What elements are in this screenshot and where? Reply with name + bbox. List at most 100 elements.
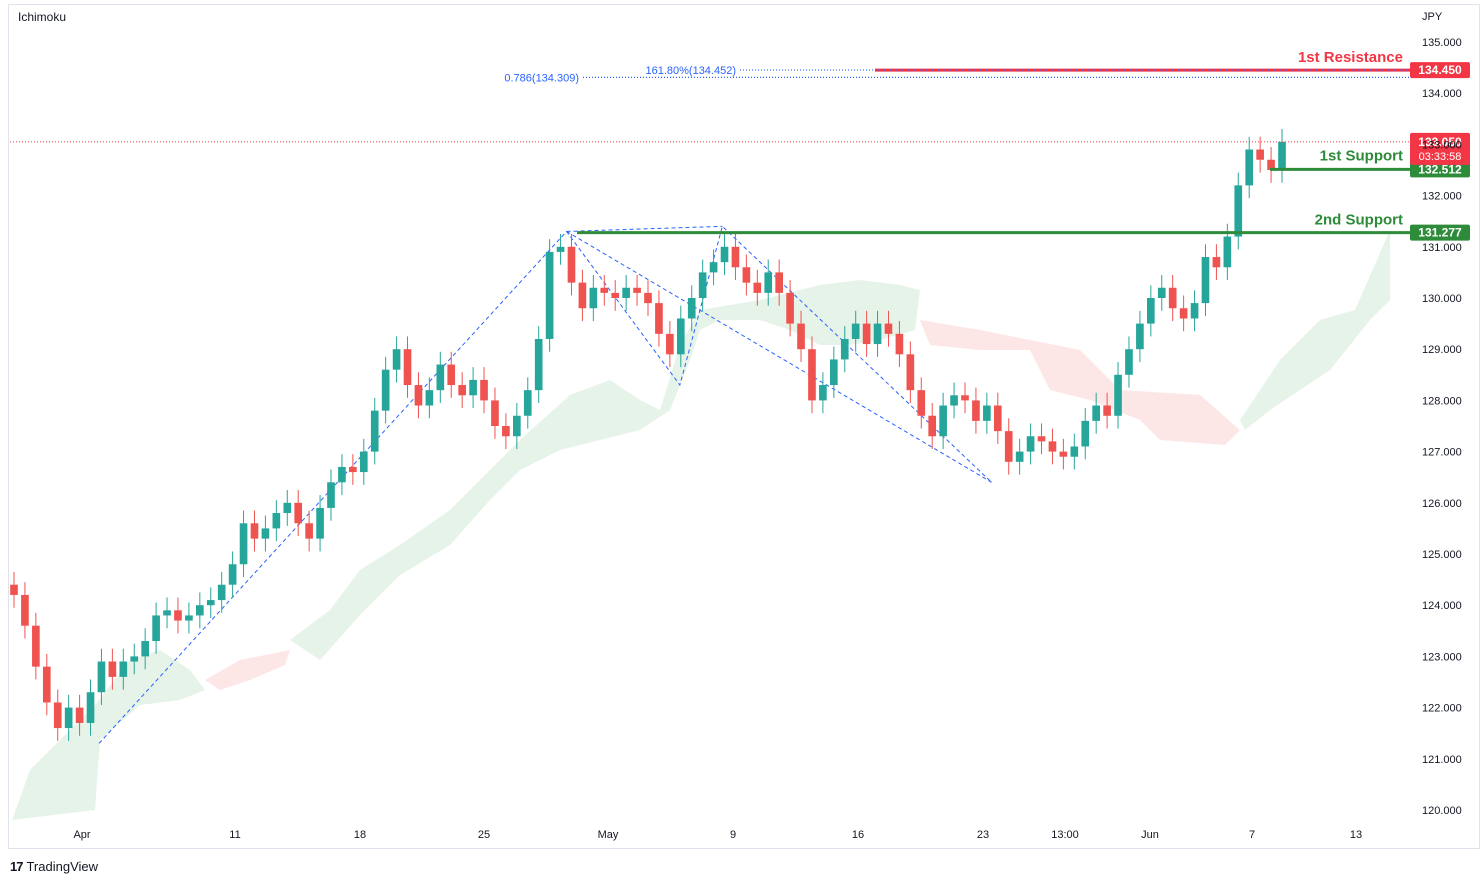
candle-body (425, 390, 434, 406)
x-tick-label: 11 (229, 829, 240, 841)
candle-body (1201, 257, 1210, 304)
candle-body (840, 338, 849, 360)
candle-body (491, 400, 499, 426)
candle-body (1125, 349, 1133, 375)
candle-body (305, 523, 313, 539)
y-tick-label: 122.000 (1422, 703, 1462, 715)
candle-body (731, 246, 740, 268)
brand-name: TradingView (26, 858, 99, 874)
pattern-connector (566, 231, 992, 483)
candle-body (21, 594, 29, 626)
candle-body (939, 405, 947, 437)
y-tick-label: 132.000 (1422, 191, 1462, 203)
candle-body (414, 385, 423, 406)
candle-body (1212, 257, 1221, 268)
cloud-segment (1240, 230, 1390, 430)
indicator-label: Ichimoku (18, 10, 67, 24)
candle-body (545, 251, 554, 339)
y-tick-label: 134.000 (1422, 88, 1462, 100)
y-tick-label: 131.000 (1422, 242, 1462, 254)
x-tick-label: 9 (730, 829, 736, 841)
y-tick-label: 135.000 (1422, 37, 1462, 49)
candle-body (1256, 149, 1264, 160)
cloud-segment (205, 650, 290, 690)
candle-body (676, 318, 685, 355)
level-price-tag-text: 131.277 (1418, 226, 1462, 240)
candle-body (381, 369, 390, 411)
candle-body (1157, 287, 1166, 298)
candle-body (523, 390, 532, 416)
chart-frame (8, 4, 1480, 849)
x-tick-label: Apr (73, 829, 90, 841)
candle-body (1015, 451, 1024, 462)
axes: 135.000 134.000 133.000 132.000 131.000 130.0… (73, 37, 1461, 841)
level-label: 1st Support (1320, 147, 1403, 164)
candle-body (873, 323, 882, 345)
x-tick-label: 23 (977, 829, 989, 841)
candle-body (228, 564, 237, 585)
candle-body (644, 292, 652, 304)
candle-body (217, 584, 226, 601)
candle-body (1136, 323, 1144, 350)
candle-body (808, 349, 816, 401)
candle-body (534, 338, 543, 391)
candle-body (709, 262, 718, 273)
candle-body (327, 482, 335, 508)
candle-body (786, 292, 794, 324)
candle-body (720, 246, 729, 263)
level-price-tag (1410, 62, 1470, 79)
footer-brand: 17 TradingView (10, 856, 98, 876)
pattern-connector (566, 225, 723, 232)
cloud-segment (290, 280, 920, 660)
candle-body (622, 287, 630, 298)
level-label: 1st Resistance (1298, 49, 1403, 66)
y-tick-label: 126.000 (1422, 498, 1462, 510)
level-label: 2nd Support (1315, 212, 1403, 229)
candle-body (86, 692, 95, 723)
candle-body (1004, 431, 1013, 462)
x-tick-label: May (598, 829, 619, 841)
candle-body (272, 513, 281, 529)
cloud-segment (12, 650, 205, 820)
candle-body (993, 405, 1002, 432)
candle-body (206, 600, 215, 606)
candle-body (742, 267, 751, 283)
candle-body (819, 385, 827, 401)
candle-body (972, 400, 980, 421)
ichimoku-cloud (12, 230, 1390, 820)
candle-body (775, 272, 783, 293)
candle-body (830, 359, 838, 386)
candle-body (1278, 141, 1286, 170)
price-levels: 1st Resistance 134.450 1st Support 132.512 2… (10, 49, 1470, 241)
candle-body (1168, 287, 1177, 309)
candle-body (851, 323, 860, 339)
x-tick-label: 18 (354, 829, 366, 841)
candle-body (687, 298, 696, 319)
tradingview-logo-icon: 17 (10, 858, 24, 874)
candle-body (10, 584, 18, 595)
x-tick-label: 13 (1350, 829, 1362, 841)
candle-body (917, 390, 926, 416)
candle-body (513, 415, 521, 437)
fib-label: 161.80%(134.452) (645, 65, 736, 77)
y-tick-label: 121.000 (1422, 754, 1462, 766)
candle-body (928, 415, 937, 437)
candle-body (42, 666, 51, 703)
candle-body (53, 702, 62, 729)
candle-body (130, 656, 139, 662)
pattern-zigzag (98, 225, 992, 744)
candle-body (108, 661, 117, 677)
candle-body (250, 523, 259, 539)
candle-body (338, 466, 346, 483)
candle-body (469, 379, 477, 396)
fibonacci-lines: 0.786(134.309) 161.80%(134.452) (504, 65, 1410, 84)
candle-body (1070, 446, 1079, 457)
candle-body (174, 610, 182, 621)
candle-body (359, 451, 368, 473)
candle-body (797, 323, 805, 350)
candle-body (753, 282, 762, 293)
candle-body (1048, 441, 1057, 452)
candle-body (1114, 374, 1122, 416)
candle-body (895, 333, 904, 355)
